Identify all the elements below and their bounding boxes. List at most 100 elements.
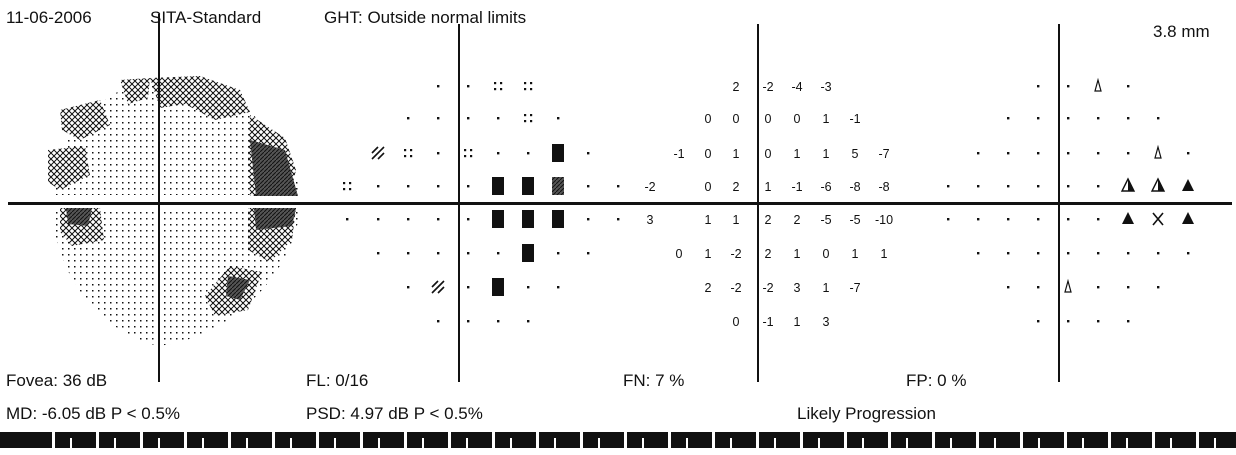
pd-value-r2c3: 1 [733,147,740,161]
progression-symbol-r3c7 [1150,177,1166,192]
pd-symbol-r3c8 [587,185,590,188]
progression-symbol-r4c4 [1067,218,1070,221]
pattern-standard-deviation: PSD: 4.97 dB P < 0.5% [306,404,483,423]
pd-symbol-r7c4 [467,320,470,323]
pd-symbol-r2c8 [587,152,590,155]
pd-symbol-r5c4 [467,252,470,255]
progression-symbol-r1c4 [1067,117,1070,120]
mean-deviation: MD: -6.05 dB P < 0.5% [6,404,181,423]
pd-symbol-r4c3 [437,218,440,221]
progression-symbol-r0c3 [1037,85,1040,88]
pd-symbol-r0c6 [524,82,533,91]
pd-value-r1c5: 0 [794,112,801,126]
test-strategy: SITA-Standard [150,8,262,27]
grayscale-map [48,76,300,346]
pd-symbol-r1c6 [524,114,533,123]
pd-value-r0c5: -4 [791,80,802,94]
pd-symbol-r4c9 [617,218,620,221]
progression-symbol-r1c6 [1127,117,1130,120]
progression-symbol-r1c5 [1097,117,1100,120]
pd-value-r7c4: -1 [762,315,773,329]
pd-value-r3c2: 0 [705,180,712,194]
grayscale-dark-3 [66,208,92,226]
pd-symbol-r0c5 [494,82,503,91]
pd-symbol-r5c5 [497,252,500,255]
pd-value-r5c2: 1 [705,247,712,261]
pd-symbol-r3c2 [407,185,410,188]
pd-value-r1c6: 1 [823,112,830,126]
pd-symbol-r1c4 [467,117,470,120]
progression-symbol-r6c7 [1157,286,1160,289]
progression-symbol-r4c8 [1182,212,1194,224]
pd-symbol-r5c1 [377,252,380,255]
pd-value-r5c5: 1 [794,247,801,261]
pd-symbol-r5c6 [522,244,534,262]
pd-symbol-r2c5 [497,152,500,155]
pd-symbol-r2c3 [437,152,440,155]
grayscale-medium-2 [120,78,150,104]
pd-symbol-r4c4 [467,218,470,221]
grayscale-inferior-field [52,210,300,346]
pd-value-r4c8: -10 [875,213,893,227]
pd-value-r6c6: 1 [823,281,830,295]
progression-symbol-r2c2 [1007,152,1010,155]
pd-symbol-r2c1 [371,146,385,160]
progression-symbol-r6c4 [1064,278,1072,293]
progression-symbol-r5c5 [1097,252,1100,255]
pd-value-r4c3: 1 [733,213,740,227]
progression-symbol-r5c4 [1067,252,1070,255]
pd-symbol-r5c8 [587,252,590,255]
grayscale-medium-1 [150,76,250,120]
progression-symbol-r7c3 [1037,320,1040,323]
pd-value-r2c5: 1 [794,147,801,161]
progression-symbol-r3c6 [1120,177,1136,192]
pd-symbol-r3c3 [437,185,440,188]
pd-value-r7c3: 0 [733,315,740,329]
pd-symbol-r5c2 [407,252,410,255]
progression-symbol-r2c1 [977,152,980,155]
pd-value-r3c6: -6 [820,180,831,194]
pupil-size: 3.8 mm [1153,22,1210,41]
progression-symbol-r6c3 [1037,286,1040,289]
grayscale-vertical-meridian [158,14,160,382]
pd-value-r1c7: -1 [849,112,860,126]
pd-symbol-r4c2 [407,218,410,221]
pd-value-r3c0: -2 [644,180,655,194]
progression-symbol-r0c5 [1094,77,1102,92]
pd-symbol-r2c4 [464,149,473,158]
pd-value-r5c4: 2 [765,247,772,261]
pd-symbol-r3c4 [467,185,470,188]
pd-value-r5c8: 1 [881,247,888,261]
pd-value-r6c7: -7 [849,281,860,295]
pd-symbol-r4c1 [377,218,380,221]
pd-value-r5c1: 0 [676,247,683,261]
pd-value-r4c0: 3 [647,213,654,227]
pd-symbol-r2c7 [552,144,564,162]
test-date: 11-06-2006 [6,8,92,27]
pd-symbol-r6c4 [467,286,470,289]
pd-symbol-r3c1 [377,185,380,188]
progression-symbol-r0c6 [1127,85,1130,88]
progression-symbol-r3c3 [1037,185,1040,188]
progression-symbol-r3c5 [1097,185,1100,188]
progression-symbol-r7c4 [1067,320,1070,323]
progression-symbol-r5c6 [1127,252,1130,255]
pd-symbol-r2c6 [527,152,530,155]
progression-result: Likely Progression [797,404,936,423]
pd-value-r4c5: 2 [794,213,801,227]
progression-symbol-r4c2 [1007,218,1010,221]
pd-symbol-r7c3 [437,320,440,323]
progression-symbol-r4c5 [1097,218,1100,221]
pd-value-r5c7: 1 [852,247,859,261]
pd-symbol-r4c0 [346,218,349,221]
pd-value-r6c4: -2 [762,281,773,295]
pd-value-r0c3: 2 [733,80,740,94]
progression-symbol-r5c3 [1037,252,1040,255]
pd-value-r1c2: 0 [705,112,712,126]
progression-symbol-r5c1 [977,252,980,255]
pd-value-r3c4: 1 [765,180,772,194]
pattern-deviation-probability-map [343,82,620,323]
pattern-deviation-values: 2 -2 -4 -30 0 0 0 1 -1-1 0 1 0 1 1 5 -7-2 0 2 1 -1 -6 -8 -83 1 1… [644,80,893,329]
